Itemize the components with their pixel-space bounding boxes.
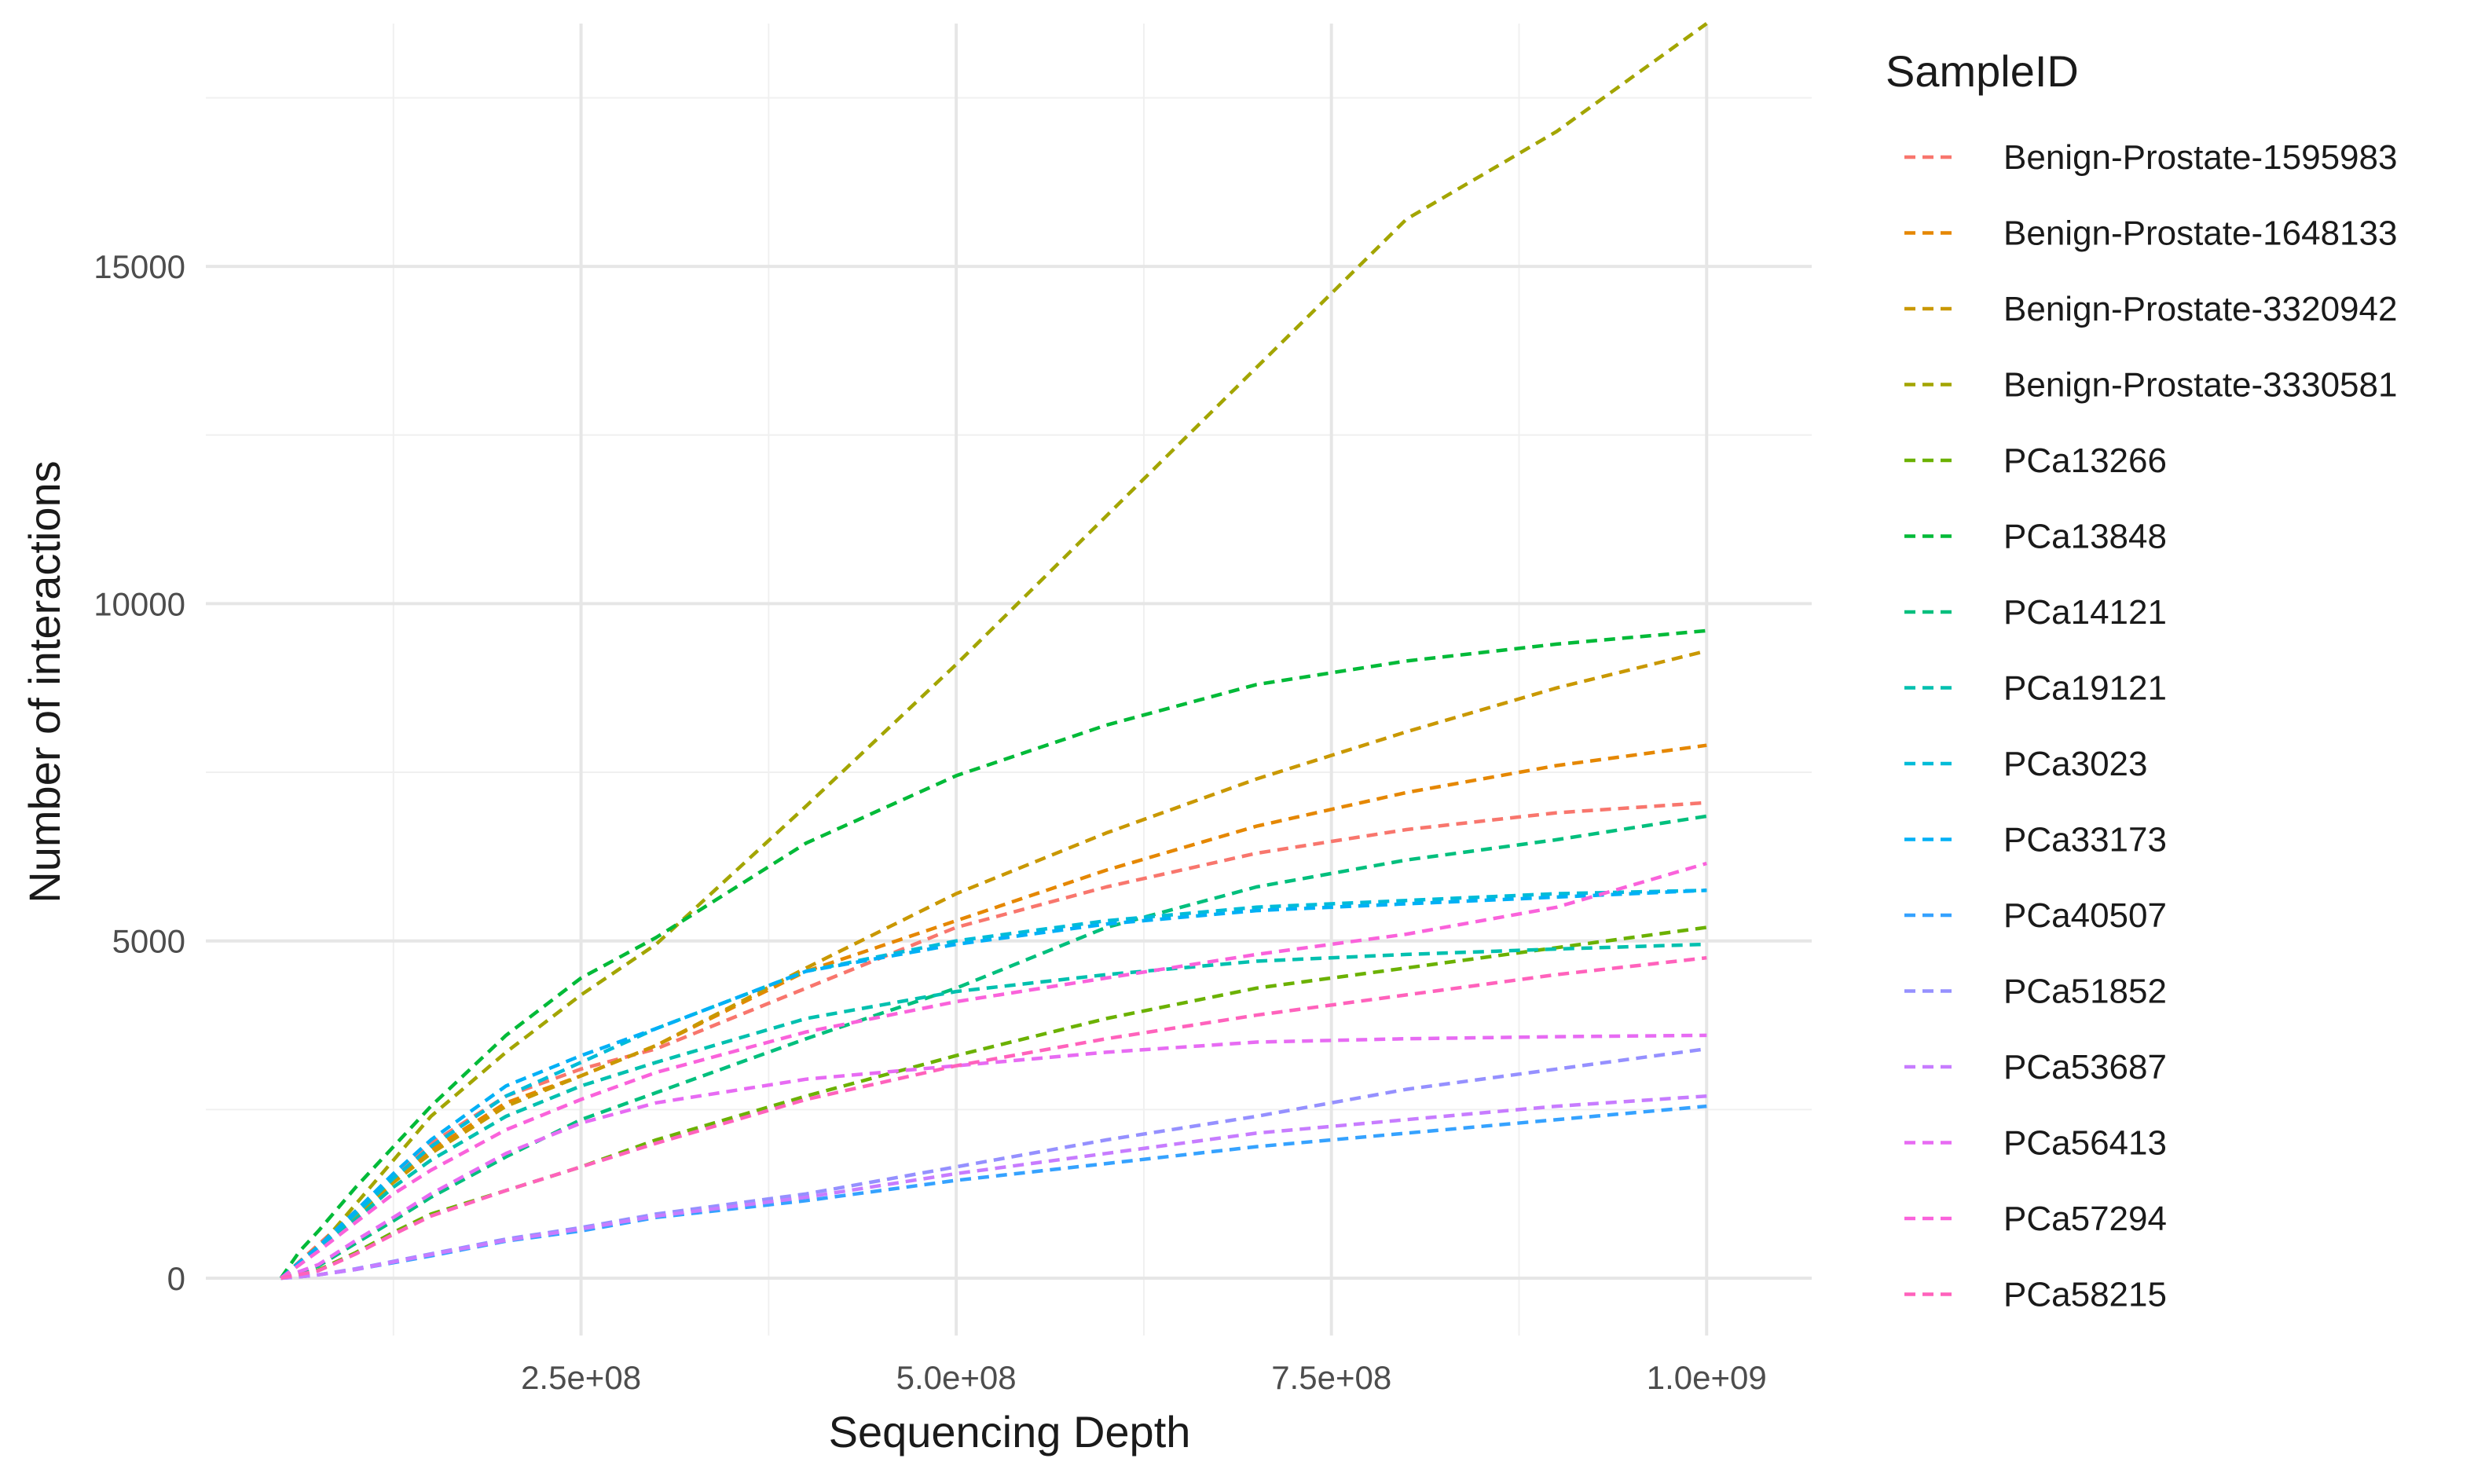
legend-item: PCa53687 <box>1904 1048 2167 1086</box>
legend-item: PCa40507 <box>1904 896 2167 935</box>
legend-item: PCa33173 <box>1904 821 2167 859</box>
x-tick-label: 7.5e+08 <box>1271 1359 1391 1396</box>
legend-label: PCa13266 <box>2003 442 2167 480</box>
series-line <box>280 22 1708 1280</box>
legend-label: Benign-Prostate-3330581 <box>2003 366 2397 405</box>
series-line <box>280 955 1707 1281</box>
y-tick-label: 0 <box>167 1260 185 1297</box>
x-axis-tick-labels: 2.5e+08 5.0e+08 7.5e+08 1.0e+09 <box>521 1359 1767 1396</box>
legend-item: PCa13266 <box>1904 442 2167 480</box>
series-line <box>280 1094 1707 1281</box>
series-line <box>280 1104 1707 1281</box>
series-line <box>279 801 1707 1280</box>
legend: SampleID Benign-Prostate-1595983Benign-P… <box>1886 46 2397 1314</box>
legend-title: SampleID <box>1886 46 2079 96</box>
legend-label: PCa3023 <box>2003 745 2147 783</box>
x-axis-title: Sequencing Depth <box>829 1407 1191 1457</box>
x-tick-label: 1.0e+09 <box>1647 1359 1767 1396</box>
series-line <box>280 649 1707 1280</box>
series-line <box>280 1033 1707 1281</box>
legend-item: PCa57294 <box>1904 1200 2167 1238</box>
legend-item: PCa13848 <box>1904 518 2167 556</box>
series-line <box>280 889 1707 1280</box>
legend-item: PCa58215 <box>1904 1276 2167 1314</box>
legend-item: Benign-Prostate-3330581 <box>1904 366 2397 405</box>
legend-item: PCa19121 <box>1904 669 2167 708</box>
y-axis-title: Number of interactions <box>20 460 69 903</box>
legend-label: PCa13848 <box>2003 518 2167 556</box>
series-line <box>280 861 1707 1280</box>
series-line <box>280 743 1707 1280</box>
legend-label: Benign-Prostate-1648133 <box>2003 214 2397 253</box>
legend-label: PCa57294 <box>2003 1200 2167 1238</box>
y-axis-tick-labels: 0 5000 10000 15000 <box>93 248 185 1297</box>
legend-item: Benign-Prostate-1648133 <box>1904 214 2397 253</box>
series-lines <box>279 22 1708 1281</box>
legend-item: Benign-Prostate-3320942 <box>1904 290 2397 328</box>
legend-item: PCa56413 <box>1904 1124 2167 1163</box>
legend-label: Benign-Prostate-3320942 <box>2003 290 2397 328</box>
legend-label: PCa56413 <box>2003 1124 2167 1163</box>
legend-label: Benign-Prostate-1595983 <box>2003 138 2397 177</box>
legend-item: PCa14121 <box>1904 593 2167 632</box>
minor-gridlines <box>206 24 1812 1336</box>
major-gridlines <box>206 24 1812 1336</box>
legend-label: PCa53687 <box>2003 1048 2167 1086</box>
y-tick-label: 10000 <box>93 585 185 622</box>
series-line <box>280 889 1707 1280</box>
legend-label: PCa51852 <box>2003 973 2167 1011</box>
legend-label: PCa58215 <box>2003 1276 2167 1314</box>
y-tick-label: 5000 <box>112 923 185 960</box>
legend-item: PCa51852 <box>1904 973 2167 1011</box>
x-tick-label: 2.5e+08 <box>521 1359 641 1396</box>
y-tick-label: 15000 <box>93 248 185 285</box>
legend-label: PCa14121 <box>2003 593 2167 632</box>
x-tick-label: 5.0e+08 <box>896 1359 1017 1396</box>
series-line <box>280 942 1707 1280</box>
legend-item: Benign-Prostate-1595983 <box>1904 138 2397 177</box>
legend-label: PCa33173 <box>2003 821 2167 859</box>
legend-item: PCa3023 <box>1904 745 2147 783</box>
legend-label: PCa40507 <box>2003 896 2167 935</box>
legend-label: PCa19121 <box>2003 669 2167 708</box>
legend-items: Benign-Prostate-1595983 Benign-Prostate-1… <box>1904 138 2397 1314</box>
series-line <box>279 628 1707 1280</box>
